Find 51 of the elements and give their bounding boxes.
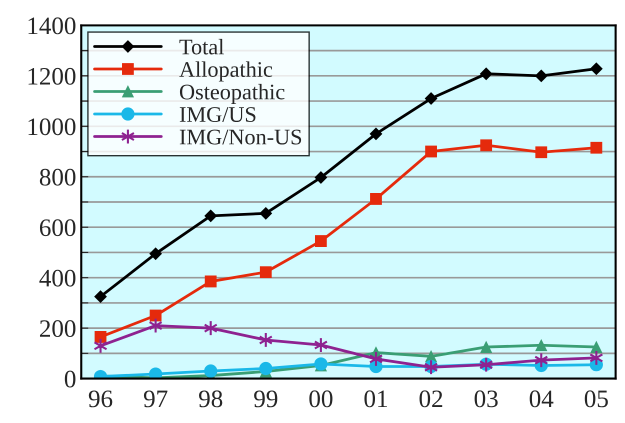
point: [370, 193, 382, 205]
x-tick-label: 01: [364, 390, 387, 408]
point: [535, 70, 548, 82]
y-tick-label: 800: [40, 168, 76, 186]
x-tick-label: 99: [254, 390, 278, 408]
legend-label: Total: [179, 38, 224, 54]
point: [204, 320, 218, 336]
legend-label: Osteopathic: [180, 84, 284, 104]
x-tick-label: 02: [420, 390, 442, 408]
point: [424, 92, 438, 105]
legend-label: IMG/US: [180, 107, 256, 122]
point: [590, 62, 603, 76]
x-tick-label: 04: [530, 390, 554, 408]
point: [314, 171, 328, 184]
y-tick-label: 0: [64, 370, 76, 388]
y-tick-label: 1200: [28, 68, 76, 85]
point: [150, 310, 162, 322]
point: [480, 341, 492, 353]
point: [534, 352, 548, 368]
y-tick-label: 200: [40, 320, 76, 338]
point: [204, 210, 217, 222]
point: [535, 146, 548, 158]
x-tick-label: 98: [199, 390, 222, 408]
point: [94, 290, 107, 303]
x-tick-label: 05: [584, 390, 608, 408]
point: [480, 68, 492, 80]
x-tick-label: 96: [88, 390, 112, 408]
point: [590, 341, 602, 353]
y-tick-label: 600: [40, 219, 76, 236]
point: [149, 247, 162, 260]
point: [259, 362, 272, 376]
point: [260, 266, 272, 278]
point: [149, 367, 162, 379]
point: [204, 364, 218, 378]
point: [425, 146, 437, 158]
x-tick-label: 97: [144, 390, 168, 408]
y-tick-label: 400: [39, 270, 76, 287]
point: [590, 142, 602, 154]
y-tick-label: 1000: [28, 118, 76, 136]
x-tick-label: 03: [474, 390, 498, 408]
legend-label: Allopathic: [179, 61, 272, 82]
point: [480, 139, 492, 152]
point: [370, 128, 382, 140]
point: [535, 339, 548, 352]
legend-label: IMG/Non-US: [180, 130, 302, 145]
point: [94, 331, 106, 343]
x-tick-label: 00: [309, 390, 332, 408]
point: [314, 235, 327, 247]
point: [204, 276, 217, 288]
point: [260, 207, 272, 220]
y-tick-label: 1400: [28, 17, 76, 34]
